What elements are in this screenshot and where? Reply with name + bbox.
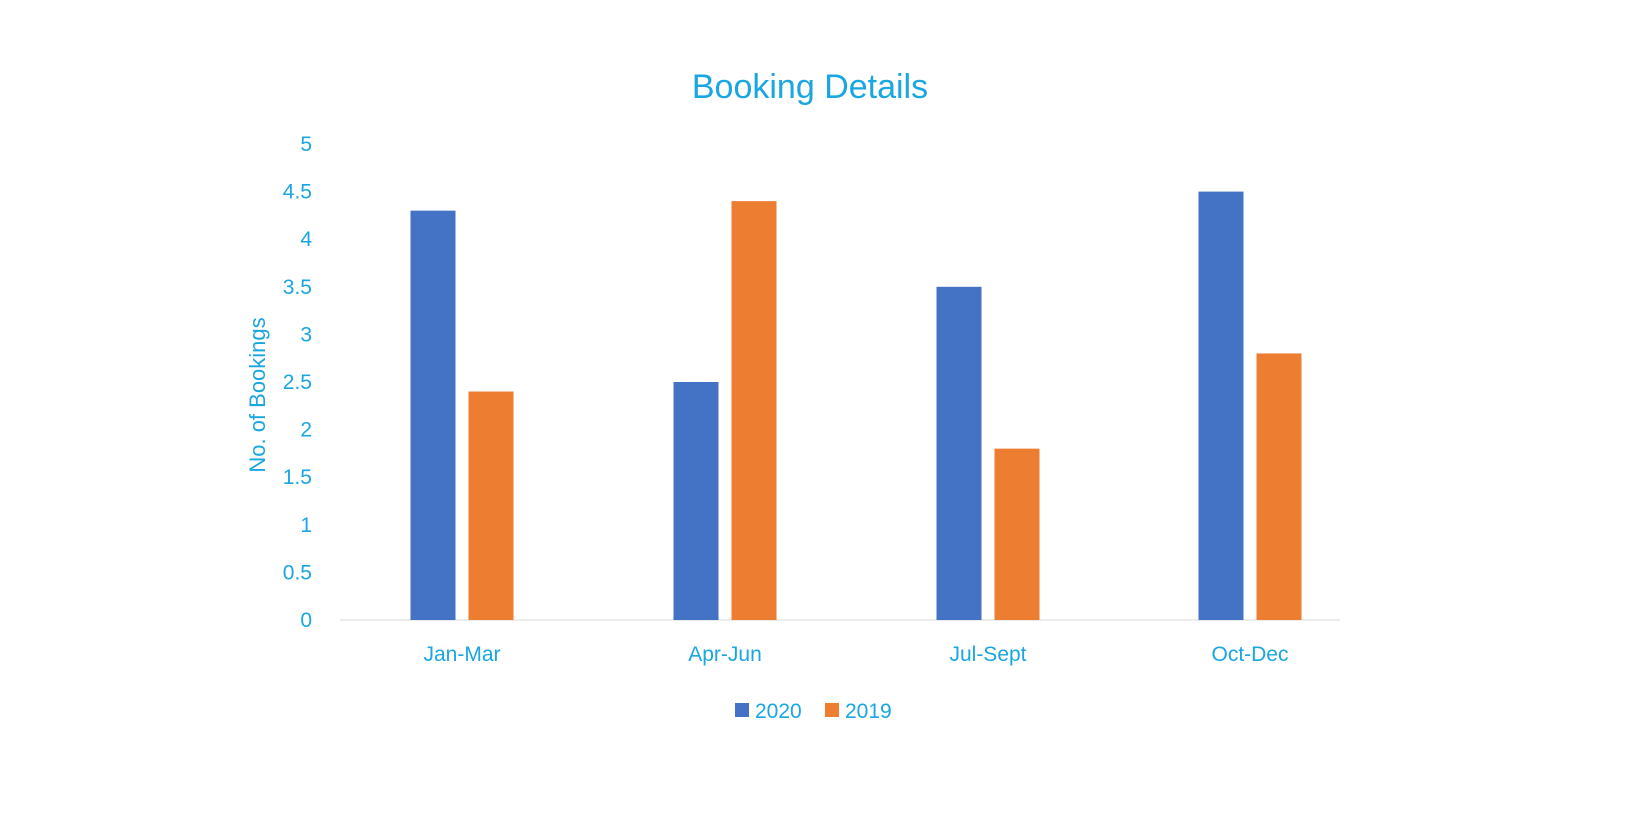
y-tick-label: 2.5 xyxy=(283,371,312,394)
y-tick-label: 2 xyxy=(300,419,312,442)
bars-group xyxy=(410,191,1302,620)
x-category-label: Oct-Dec xyxy=(1211,643,1288,666)
bar-2019-Apr-Jun xyxy=(731,201,777,620)
bar-2019-Oct-Dec xyxy=(1256,353,1302,620)
chart-title: Booking Details xyxy=(692,68,928,106)
bar-2019-Jan-Mar xyxy=(468,391,514,620)
y-tick-label: 4 xyxy=(300,228,312,251)
legend: 2020 2019 xyxy=(735,700,892,723)
y-axis-ticks: 0 0.5 1 1.5 2 2.5 3 3.5 4 4.5 5 xyxy=(283,133,313,632)
y-tick-label: 0 xyxy=(300,609,312,632)
y-tick-label: 4.5 xyxy=(283,181,312,204)
bar-2020-Jan-Mar xyxy=(410,210,456,620)
bar-2020-Jul-Sept xyxy=(936,286,982,620)
y-tick-label: 5 xyxy=(300,133,312,156)
x-axis-labels: Jan-Mar Apr-Jun Jul-Sept Oct-Dec xyxy=(423,643,1288,666)
bar-2019-Jul-Sept xyxy=(994,448,1040,620)
x-category-label: Jul-Sept xyxy=(949,643,1026,666)
y-axis-title: No. of Bookings xyxy=(245,317,270,472)
y-tick-label: 0.5 xyxy=(283,561,312,584)
y-tick-label: 1.5 xyxy=(283,466,312,489)
legend-swatch-2020 xyxy=(735,703,749,717)
legend-swatch-2019 xyxy=(825,703,839,717)
y-tick-label: 3.5 xyxy=(283,276,312,299)
bar-2020-Oct-Dec xyxy=(1198,191,1244,620)
y-tick-label: 1 xyxy=(300,514,312,537)
x-category-label: Apr-Jun xyxy=(688,643,762,666)
legend-label-2019: 2019 xyxy=(845,700,892,723)
legend-label-2020: 2020 xyxy=(755,700,802,723)
bar-2020-Apr-Jun xyxy=(673,382,719,620)
y-tick-label: 3 xyxy=(300,323,312,346)
x-category-label: Jan-Mar xyxy=(423,643,500,666)
